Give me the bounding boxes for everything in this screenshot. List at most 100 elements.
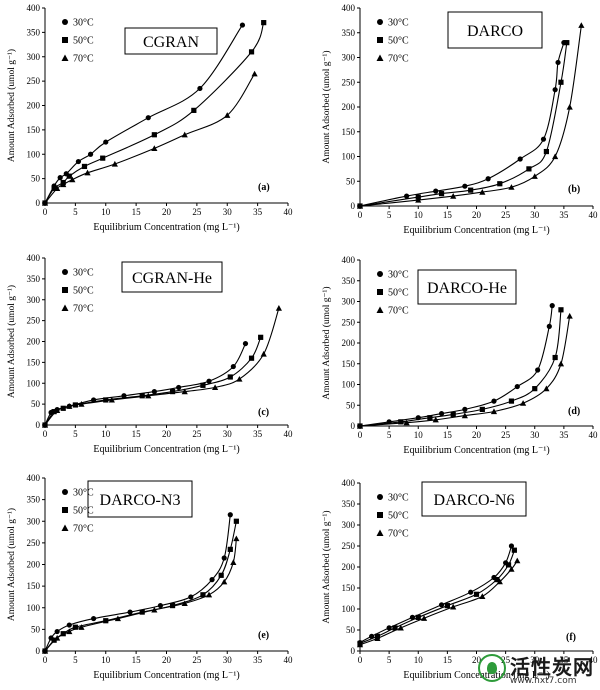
legend-label-70c: 70°C [388,529,409,540]
data-point-50c [497,181,503,187]
x-tick-label: 25 [501,430,511,440]
x-tick-label: 5 [387,210,392,220]
data-point-70c [566,103,573,110]
data-point-30c [227,512,233,518]
x-tick-label: 30 [223,655,233,665]
x-tick-label: 5 [73,655,78,665]
x-tick-label: 30 [223,429,233,439]
data-point-50c [392,625,398,631]
x-tick-label: 10 [414,430,424,440]
x-tick-label: 25 [192,655,202,665]
x-tick-label: 40 [284,655,294,665]
x-tick-label: 0 [43,655,48,665]
data-point-70c [224,112,231,118]
data-point-50c [444,603,450,609]
data-point-70c [531,173,538,179]
x-tick-label: 5 [387,430,392,440]
series-30c [357,543,515,646]
data-point-70c [356,202,364,209]
data-point-70c [230,559,237,565]
trend-line-30c [44,343,246,426]
legend-marker-50c [377,289,383,295]
y-tick-label: 0 [36,420,41,430]
x-tick-label: 40 [589,210,599,220]
data-point-50c [81,163,88,170]
x-tick-label: 30 [223,207,233,217]
data-point-50c [511,547,517,553]
data-point-70c [181,131,188,138]
data-point-30c [552,87,558,93]
x-tick-label: 20 [472,210,482,220]
site-logo-icon [478,654,506,682]
data-point-30c [209,577,215,583]
data-point-30c [157,602,164,609]
data-point-30c [535,367,541,373]
data-point-50c [227,374,233,380]
data-point-70c [54,185,61,191]
y-tick-label: 250 [342,317,356,327]
y-tick-label: 200 [342,102,356,112]
y-tick-label: 100 [27,378,41,388]
data-point-30c [369,633,375,639]
data-point-50c [233,518,239,524]
y-tick-label: 250 [27,538,41,548]
x-tick-label: 35 [559,430,569,440]
data-point-30c [491,398,497,404]
series-70c [41,535,240,654]
data-point-70c [543,385,550,392]
data-point-70c [479,189,486,195]
panel-label: (d) [568,406,580,417]
x-tick-label: 40 [589,655,599,665]
data-point-50c [72,624,78,630]
trend-line-70c [359,25,582,207]
legend-label-50c: 50°C [73,36,94,47]
x-tick-label: 15 [132,207,142,217]
chart-title: CGRAN-He [132,270,212,287]
y-axis-label: Amount Adsorbed (umol g⁻¹) [6,49,17,162]
legend-label-70c: 70°C [388,54,409,65]
data-point-50c [427,415,433,421]
data-point-50c [494,577,500,583]
chart-title-box [421,481,527,517]
data-point-70c [41,647,49,654]
data-point-70c [233,535,240,542]
y-tick-label: 150 [27,357,41,367]
x-tick-label: 35 [559,655,569,665]
x-tick-label: 5 [73,429,78,439]
data-point-50c [438,191,445,197]
x-tick-label: 15 [443,655,453,665]
data-point-70c [54,407,61,413]
y-tick-label: 100 [342,604,356,614]
data-point-30c [438,602,445,608]
data-point-70c [69,176,76,183]
y-tick-label: 350 [342,276,356,286]
x-tick-label: 0 [358,430,363,440]
data-point-30c [176,384,182,391]
data-point-30c [433,188,439,194]
data-point-50c [468,187,474,193]
legend-label-30c: 30°C [73,18,94,29]
x-tick-label: 20 [162,207,172,217]
data-point-50c [398,419,404,425]
chart-title-box [447,11,543,49]
chart-panel-a: 0 5 10 15 20 25 30 35 40050100150200250300350400… [6,3,293,233]
x-tick-label: 20 [472,430,482,440]
y-tick-label: 100 [342,152,356,162]
x-tick-label: 10 [414,655,424,665]
legend-marker-70c [376,306,384,313]
y-tick-label: 0 [36,198,41,208]
data-point-70c [41,199,49,206]
data-point-30c [517,156,523,162]
legend-label-70c: 70°C [388,306,409,317]
y-tick-label: 0 [351,421,356,431]
data-point-30c [508,543,515,549]
data-point-70c [508,566,515,572]
legend-marker-50c [62,37,68,43]
data-point-30c [54,628,60,635]
data-point-70c [181,388,188,395]
trend-line-50c [44,337,262,426]
series-30c [42,512,233,654]
legend-marker-30c [62,19,68,25]
data-point-50c [473,591,480,597]
